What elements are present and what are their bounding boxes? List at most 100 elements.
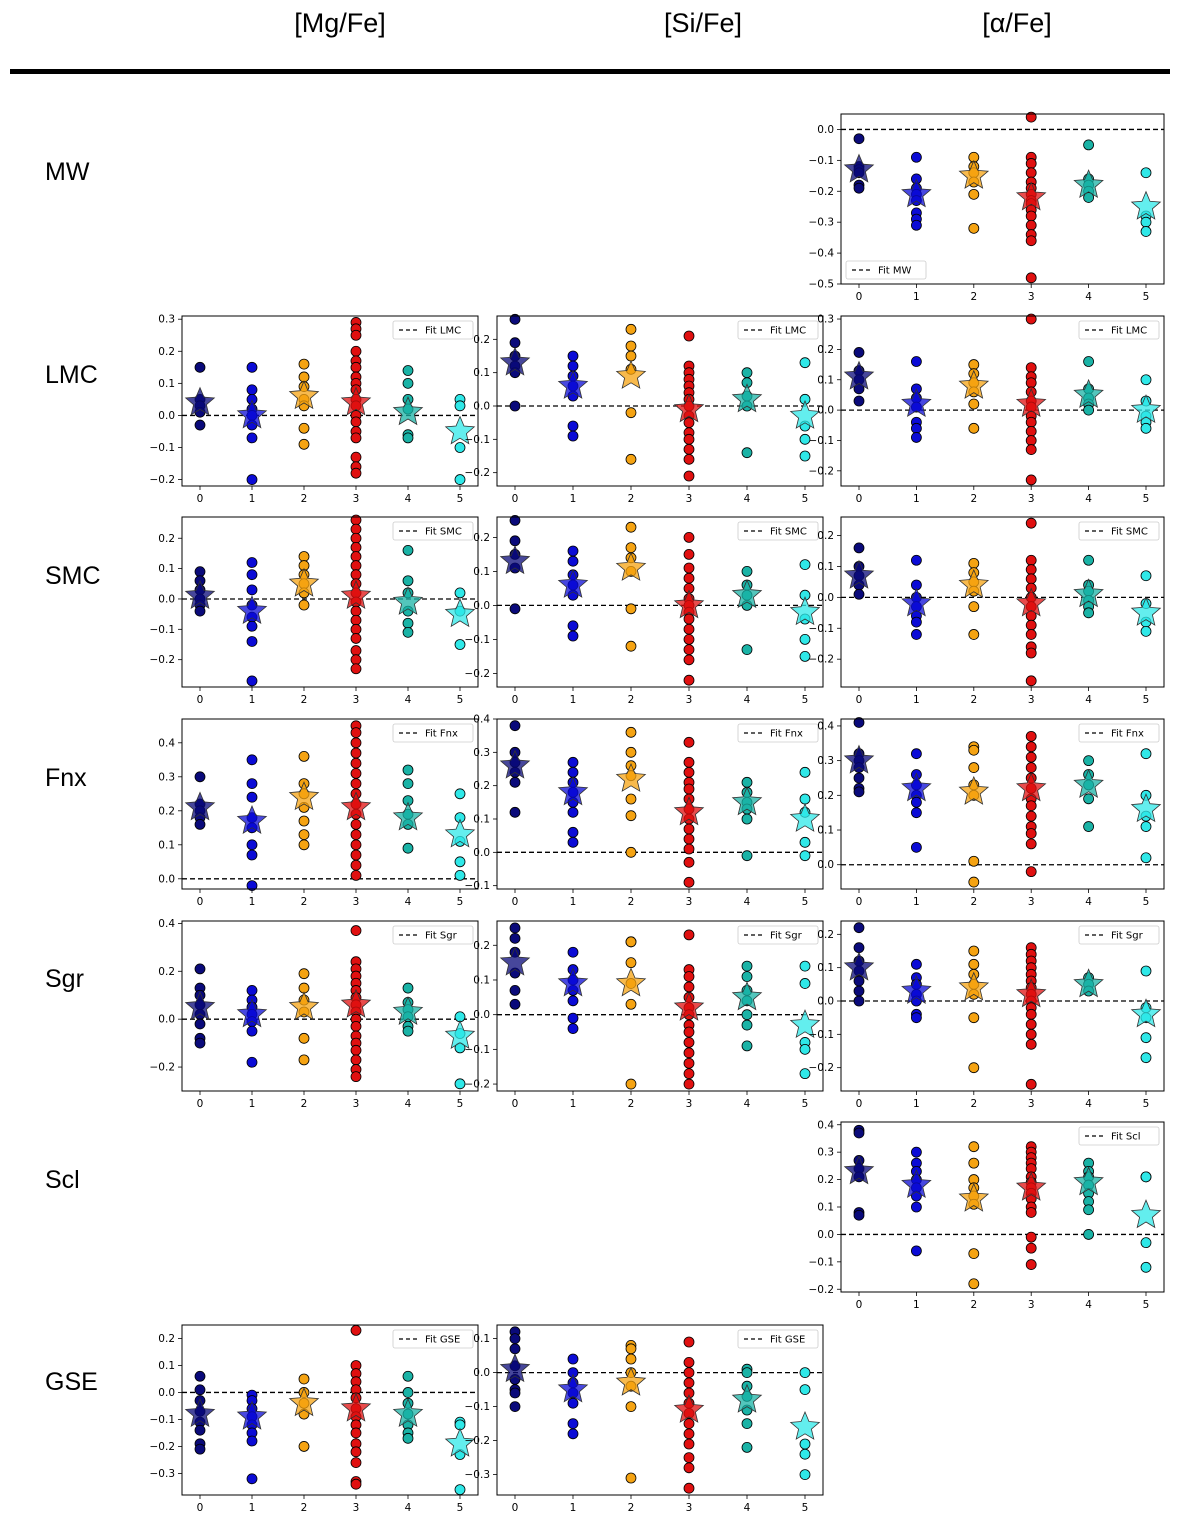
data-point [625,340,637,352]
data-point [1140,1237,1152,1249]
data-point [625,350,637,362]
x-tick-label: 3 [353,493,360,505]
data-point [1025,1242,1037,1254]
legend-label: Fit Sgr [425,931,458,942]
data-point [350,569,362,581]
data-point [741,447,753,459]
data-point [350,663,362,675]
mean-star-marker [789,596,821,626]
data-point [350,747,362,759]
legend: Fit Fnx [737,723,819,743]
y-tick-label: 0.0 [473,600,490,612]
data-point [683,1418,695,1429]
x-tick-label: 1 [570,896,577,908]
legend-label: Fit SMC [770,527,807,538]
data-point [194,566,206,578]
data-point [968,876,980,888]
data-point [402,432,414,444]
x-tick-label: 0 [512,694,519,706]
data-point [1140,965,1152,977]
data-point [402,575,414,587]
data-point [1025,377,1037,389]
data-point [799,433,811,445]
x-tick-label: 0 [856,493,863,505]
data-point [1025,435,1037,446]
data-point [246,584,258,596]
mean-star-marker [1130,596,1162,626]
x-tick-label: 3 [353,896,360,908]
data-point [567,836,579,848]
data-point [350,869,362,881]
mean-star-marker [340,579,372,609]
y-tick-label: −0.2 [465,1079,491,1091]
mean-star-marker [340,791,372,821]
y-tick-label: 0.0 [817,405,834,417]
data-point [567,555,579,567]
mean-star-marker [340,988,372,1018]
data-point [911,554,922,566]
column-header-mgfe: [Mg/Fe] [294,8,386,38]
data-point [1025,158,1037,169]
data-point [968,1141,980,1153]
data-point [683,833,695,845]
data-point [509,1333,521,1345]
x-tick-label: 0 [856,1098,863,1110]
data-point [683,613,695,625]
legend-label: Fit Fnx [1111,729,1144,740]
y-tick-label: −0.3 [809,217,835,229]
data-point [1025,1038,1037,1050]
y-tick-label: 0.2 [158,533,175,545]
data-point [683,1026,695,1038]
y-tick-label: 0.1 [817,962,834,974]
data-point [853,588,865,600]
data-point [350,768,362,779]
x-tick-label: 4 [744,1502,751,1514]
data-point [683,453,695,465]
plot-frame [496,920,824,1092]
mean-star-marker [444,598,476,628]
data-point [911,1146,922,1158]
mean-star-marker [789,399,821,429]
mean-star-marker [843,360,875,390]
data-point [567,1353,579,1365]
data-point [1140,1261,1152,1273]
mean-star-marker [843,1155,875,1185]
data-point [350,451,362,463]
x-tick-label: 5 [457,493,464,505]
data-point [799,357,811,369]
y-tick-label: 0.1 [473,974,490,986]
plot-frame [496,1324,824,1496]
mean-star-marker [499,946,531,976]
data-point [194,605,206,617]
data-point [350,523,362,535]
x-tick-label: 3 [1028,1098,1035,1110]
data-point [1140,167,1152,179]
x-tick-label: 0 [197,493,204,505]
mean-star-marker [557,967,589,997]
data-point [402,1025,414,1037]
mean-star-marker [901,587,932,617]
chart-panel-lmc-fe: 0.3 0.2 0.1 0.0 −0.1 −0.2 0 1 2 3 4 5 Fit LMC [809,314,1165,505]
data-point [968,629,980,640]
chart-panel-lmc-mgfe: 0.3 0.2 0.1 0.0 −0.1 −0.2 0 1 2 3 4 5 Fit LMC [150,314,479,505]
y-tick-label: 0.2 [158,966,175,978]
data-point [1025,828,1037,839]
y-tick-label: −0.1 [465,1044,491,1056]
data-point [911,796,922,808]
mean-star-marker [958,775,990,805]
x-tick-label: 2 [628,1098,635,1110]
plot-frame [840,315,1165,487]
x-tick-label: 5 [802,896,809,908]
mean-star-marker [673,796,705,826]
data-point [1140,226,1152,237]
data-point [1025,1078,1037,1090]
legend-label: Fit LMC [770,326,806,337]
data-point [968,557,980,569]
y-tick-label: 0.3 [817,314,834,326]
mean-star-marker [673,589,705,619]
legend: Fit SMC [392,521,474,541]
x-tick-label: 3 [686,694,693,706]
chart-panel-fnx-fe: 0.4 0.3 0.2 0.1 0.0 0 1 2 3 4 5 Fit Fnx [817,717,1165,908]
x-tick-label: 5 [457,694,464,706]
data-point [298,815,310,827]
